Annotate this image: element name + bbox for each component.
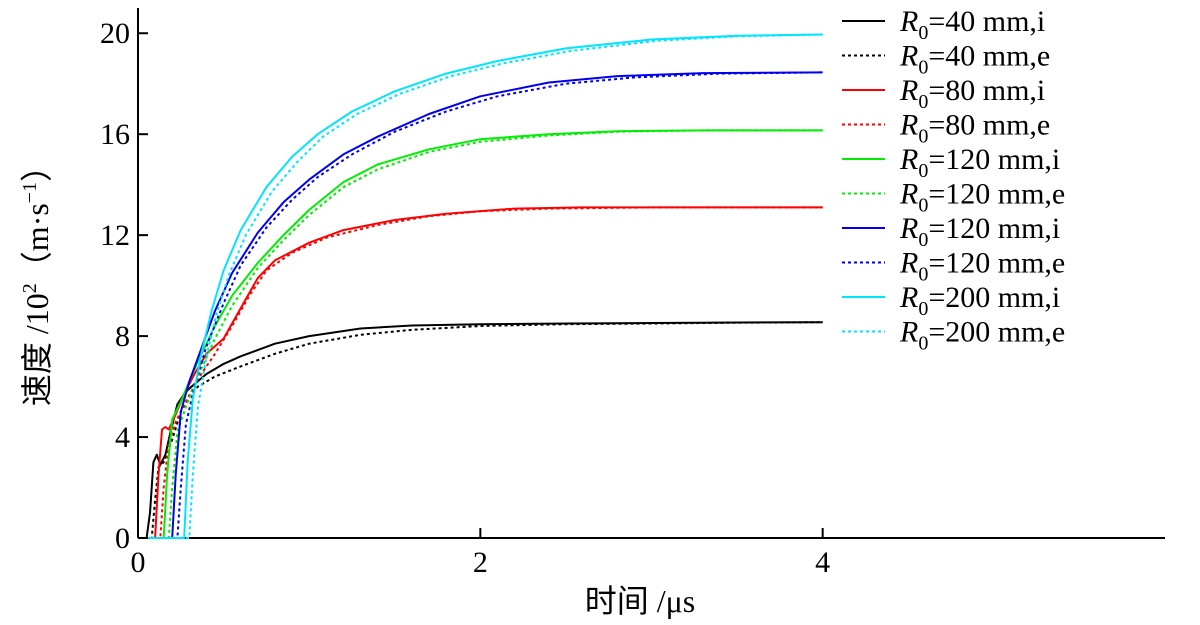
legend-label-rest: =40 mm,e xyxy=(928,40,1050,73)
legend-label-sub: 0 xyxy=(918,333,928,355)
x-tick-label: 4 xyxy=(815,546,830,579)
series-line-3 xyxy=(138,206,823,539)
y-tick-label: 12 xyxy=(100,219,130,252)
y-axis-title-unit: （m·s xyxy=(19,203,55,283)
series-line-2 xyxy=(138,321,823,539)
y-tick-label: 4 xyxy=(115,421,130,454)
legend-label: R0=120 mm,i xyxy=(899,143,1060,182)
legend-label-var: R xyxy=(899,5,918,38)
legend-label-var: R xyxy=(899,247,918,280)
legend-label-rest: =40 mm,i xyxy=(928,5,1045,38)
legend-label: R0=200 mm,i xyxy=(899,281,1060,320)
x-tick-label: 0 xyxy=(131,546,146,579)
series-line-4 xyxy=(138,206,823,539)
x-tick-label: 2 xyxy=(473,546,488,579)
legend-label: R0=40 mm,e xyxy=(899,40,1050,79)
y-axis-title-unit-sup: −1 xyxy=(19,182,41,203)
legend-item-7: R0=120 mm,i xyxy=(842,212,1060,251)
legend-label: R0=120 mm,e xyxy=(899,178,1065,217)
legend: R0=40 mm,iR0=40 mm,eR0=80 mm,iR0=80 mm,e… xyxy=(842,5,1065,355)
legend-item-6: R0=120 mm,e xyxy=(842,178,1065,217)
legend-label: R0=200 mm,e xyxy=(899,316,1065,355)
legend-item-3: R0=80 mm,i xyxy=(842,74,1045,113)
legend-label: R0=40 mm,i xyxy=(899,5,1045,44)
legend-label-rest: =80 mm,e xyxy=(928,109,1050,142)
legend-label-var: R xyxy=(899,143,918,176)
legend-label-var: R xyxy=(899,40,918,73)
legend-label-sub: 0 xyxy=(918,195,928,217)
legend-label-rest: =120 mm,e xyxy=(928,247,1065,280)
legend-label-rest: =80 mm,i xyxy=(928,74,1045,107)
y-tick-label: 8 xyxy=(115,320,130,353)
x-axis-title: 时间 /μs xyxy=(585,583,696,619)
legend-label: R0=80 mm,e xyxy=(899,109,1050,148)
legend-label-rest: =120 mm,i xyxy=(928,143,1060,176)
series-line-5 xyxy=(138,129,823,539)
y-axis-title-main: 速度 /10 xyxy=(19,293,55,406)
legend-label-var: R xyxy=(899,281,918,314)
legend-item-9: R0=200 mm,i xyxy=(842,281,1060,320)
series-line-1 xyxy=(138,321,823,539)
legend-label: R0=120 mm,e xyxy=(899,247,1065,286)
y-axis-title-sup: 2 xyxy=(19,283,41,293)
legend-label-rest: =120 mm,e xyxy=(928,178,1065,211)
series-line-10 xyxy=(138,33,823,539)
legend-label-var: R xyxy=(899,109,918,142)
series-line-6 xyxy=(138,129,823,539)
legend-label-rest: =200 mm,i xyxy=(928,281,1060,314)
series-layer xyxy=(138,33,823,539)
legend-item-8: R0=120 mm,e xyxy=(842,247,1065,286)
legend-item-10: R0=200 mm,e xyxy=(842,316,1065,355)
legend-label-sub: 0 xyxy=(918,298,928,320)
legend-item-5: R0=120 mm,i xyxy=(842,143,1060,182)
y-axis-title-close: ） xyxy=(19,150,55,182)
legend-item-1: R0=40 mm,i xyxy=(842,5,1045,44)
legend-label-sub: 0 xyxy=(918,91,928,113)
legend-label-sub: 0 xyxy=(918,264,928,286)
legend-item-2: R0=40 mm,e xyxy=(842,40,1050,79)
legend-label-rest: =200 mm,e xyxy=(928,316,1065,349)
legend-label-var: R xyxy=(899,74,918,107)
legend-label-var: R xyxy=(899,212,918,245)
legend-label-var: R xyxy=(899,316,918,349)
y-axis-title: 速度 /102（m·s−1） xyxy=(19,150,55,406)
y-tick-label: 0 xyxy=(115,522,130,555)
legend-label: R0=80 mm,i xyxy=(899,74,1045,113)
axes xyxy=(137,8,1165,539)
ticks: 0 2 4 0 4 8 12 16 20 xyxy=(100,17,830,579)
legend-label-var: R xyxy=(899,178,918,211)
legend-label-sub: 0 xyxy=(918,160,928,182)
series-line-7 xyxy=(138,71,823,539)
legend-label-sub: 0 xyxy=(918,22,928,44)
legend-label: R0=120 mm,i xyxy=(899,212,1060,251)
y-tick-label: 16 xyxy=(100,118,130,151)
legend-label-sub: 0 xyxy=(918,229,928,251)
legend-label-rest: =120 mm,i xyxy=(928,212,1060,245)
legend-label-sub: 0 xyxy=(918,126,928,148)
legend-label-sub: 0 xyxy=(918,57,928,79)
series-line-9 xyxy=(138,33,823,539)
y-tick-label: 20 xyxy=(100,17,130,50)
legend-item-4: R0=80 mm,e xyxy=(842,109,1050,148)
